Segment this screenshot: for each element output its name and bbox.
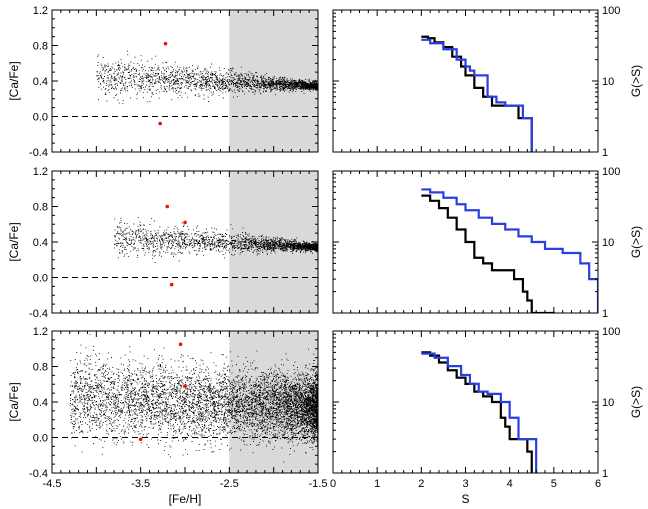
y-axis-label: G(>S)	[629, 226, 643, 258]
y-tick-label: 1.2	[33, 326, 48, 338]
plot-area	[421, 351, 538, 473]
plot-area	[52, 171, 318, 313]
y-tick-label: 0.4	[33, 397, 48, 409]
series-line-1	[421, 194, 555, 313]
series-line-2	[421, 188, 598, 313]
highlight-point-1	[165, 204, 170, 209]
plot-area	[421, 35, 533, 152]
highlight-point-1	[178, 342, 183, 347]
x-tick-label: -3.5	[131, 478, 150, 490]
x-tick-label: -2.5	[220, 478, 239, 490]
y-tick-label: 1	[602, 468, 608, 480]
highlight-point-3	[138, 437, 143, 442]
plot-frame	[332, 9, 599, 153]
y-tick-label: 1	[602, 147, 608, 159]
y-tick-label: 1.2	[33, 5, 48, 17]
y-tick-label: -0.4	[29, 147, 48, 159]
data-cloud	[96, 50, 318, 105]
x-tick-label: 5	[551, 478, 557, 490]
panel-middle-right: 1 10 100 G(>S)	[332, 166, 643, 320]
series-line-1	[421, 351, 533, 473]
y-axis-label: [Ca/Fe]	[7, 382, 21, 421]
y-tick-label: 0.0	[33, 433, 48, 445]
y-tick-label: 100	[602, 166, 620, 178]
x-tick-label: 4	[507, 478, 513, 490]
highlight-point-2	[183, 384, 187, 388]
x-tick-label: -4.5	[43, 478, 62, 490]
y-tick-label: 0.0	[33, 273, 48, 285]
panel-bottom-right: 1 10 100 0 1 2 3 4 5 6 G(>S) S	[330, 326, 643, 506]
highlight-point-3	[169, 282, 174, 287]
x-tick-label: 0	[330, 478, 336, 490]
y-axis-label: G(>S)	[629, 65, 643, 97]
series-line-2	[421, 352, 538, 473]
y-tick-label: 0.0	[33, 112, 48, 124]
highlight-point-2	[183, 220, 187, 225]
y-tick-label: 0.8	[33, 41, 48, 53]
y-tick-label: 100	[602, 5, 620, 17]
y-tick-label: 10	[602, 237, 614, 249]
y-tick-label: 0.4	[33, 237, 48, 249]
y-tick-label: 10	[602, 76, 614, 88]
panel-middle-left: -0.4 0.0 0.4 0.8 1.2 [Ca/Fe]	[7, 166, 319, 320]
panel-bottom-left: -0.4 0.0 0.4 0.8 1.2 -4.5 -3.5 -2.5 -1.5 [Ca/Fe] […	[7, 326, 327, 506]
data-cloud	[114, 217, 318, 264]
plot-frame	[332, 330, 599, 474]
y-tick-label: 1	[602, 308, 608, 320]
y-axis-label: G(>S)	[629, 386, 643, 418]
highlight-point-1	[163, 41, 168, 46]
series-line-1	[421, 35, 533, 152]
y-tick-label: 10	[602, 397, 614, 409]
y-tick-label: 1.2	[33, 166, 48, 178]
plot-area	[52, 10, 318, 152]
highlight-point-2	[158, 121, 162, 126]
panel-top-left: -0.4 0.0 0.4 0.8 1.2 [Ca/Fe]	[7, 5, 319, 159]
y-tick-label: -0.4	[29, 468, 48, 480]
y-tick-label: 0.4	[33, 76, 48, 88]
x-tick-label: -1.5	[309, 478, 328, 490]
y-tick-label: 0.8	[33, 362, 48, 374]
x-tick-label: 6	[595, 478, 601, 490]
panel-top-right: 1 10 100 G(>S)	[332, 5, 643, 159]
plot-area	[421, 188, 598, 313]
plot-area	[52, 331, 318, 473]
y-tick-label: 100	[602, 326, 620, 338]
series-line-2	[421, 38, 533, 152]
y-axis-label: [Ca/Fe]	[7, 61, 21, 100]
y-tick-label: 0.8	[33, 202, 48, 214]
x-axis-label: [Fe/H]	[169, 492, 202, 506]
x-tick-label: 3	[462, 478, 468, 490]
x-tick-label: 2	[418, 478, 424, 490]
y-axis-label: [Ca/Fe]	[7, 222, 21, 261]
x-axis-label: S	[461, 492, 469, 506]
y-tick-label: -0.4	[29, 308, 48, 320]
x-tick-label: 1	[374, 478, 380, 490]
